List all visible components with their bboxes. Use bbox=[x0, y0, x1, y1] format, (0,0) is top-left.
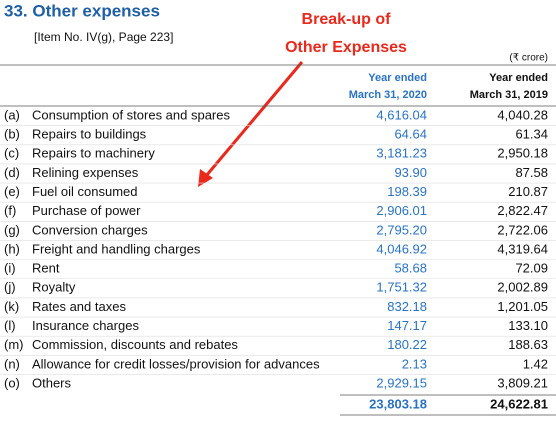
row-letter: (i) bbox=[4, 261, 16, 276]
value-2020: 93.90 bbox=[394, 165, 427, 180]
value-2019: 4,040.28 bbox=[497, 107, 548, 122]
title: 33. Other expenses bbox=[4, 1, 160, 20]
row-letter: (l) bbox=[4, 318, 16, 333]
value-2020: 832.18 bbox=[387, 299, 427, 314]
row-letter: (f) bbox=[4, 203, 16, 218]
arrow-head bbox=[198, 169, 213, 187]
row-label: Fuel oil consumed bbox=[32, 184, 138, 199]
row-label: Allowance for credit losses/provision fo… bbox=[32, 356, 320, 371]
arrow bbox=[204, 61, 304, 177]
value-2020: 1,751.32 bbox=[376, 280, 427, 295]
row-letter: (a) bbox=[4, 107, 20, 122]
row-letter: (d) bbox=[4, 165, 20, 180]
value-2020: 4,046.92 bbox=[376, 241, 427, 256]
row-letter: (h) bbox=[4, 241, 20, 256]
value-2019: 3,809.21 bbox=[497, 375, 548, 390]
value-2020: 2,906.01 bbox=[376, 203, 427, 218]
column-header: Year ended bbox=[489, 72, 548, 84]
row-label: Conversion charges bbox=[32, 222, 148, 237]
row-letter: (g) bbox=[4, 222, 20, 237]
value-2020: 2,929.15 bbox=[376, 375, 427, 390]
annotation: Other Expenses bbox=[285, 39, 407, 56]
total: 24,622.81 bbox=[490, 396, 548, 411]
annotation: Break-up of bbox=[302, 11, 392, 28]
row-letter: (b) bbox=[4, 127, 20, 142]
row-label: Purchase of power bbox=[32, 203, 141, 218]
row-label: Rent bbox=[32, 261, 60, 276]
value-2020: 4,616.04 bbox=[376, 107, 427, 122]
row-label: Repairs to machinery bbox=[32, 146, 155, 161]
row-letter: (n) bbox=[4, 356, 20, 371]
unit: (₹ crore) bbox=[509, 53, 548, 64]
value-2019: 2,950.18 bbox=[497, 146, 548, 161]
value-2019: 210.87 bbox=[508, 184, 548, 199]
row-label: Repairs to buildings bbox=[32, 127, 147, 142]
column-header: March 31, 2020 bbox=[349, 89, 427, 101]
value-2020: 2,795.20 bbox=[376, 222, 427, 237]
value-2019: 4,319.64 bbox=[497, 241, 548, 256]
row-label: Royalty bbox=[32, 280, 76, 295]
column-header: Year ended bbox=[368, 72, 427, 84]
value-2019: 2,002.89 bbox=[497, 280, 548, 295]
total: 23,803.18 bbox=[369, 396, 427, 411]
row-label: Rates and taxes bbox=[32, 299, 126, 314]
value-2019: 61.34 bbox=[515, 127, 548, 142]
row-label: Insurance charges bbox=[32, 318, 139, 333]
value-2019: 188.63 bbox=[508, 337, 548, 352]
value-2019: 2,822.47 bbox=[497, 203, 548, 218]
value-2020: 198.39 bbox=[387, 184, 427, 199]
value-2019: 133.10 bbox=[508, 318, 548, 333]
row-letter: (j) bbox=[4, 280, 16, 295]
row-label: Relining expenses bbox=[32, 165, 139, 180]
row-letter: (o) bbox=[4, 375, 20, 390]
row-letter: (m) bbox=[4, 337, 24, 352]
value-2020: 147.17 bbox=[387, 318, 427, 333]
value-2019: 1,201.05 bbox=[497, 299, 548, 314]
value-2019: 1.42 bbox=[523, 356, 548, 371]
row-letter: (k) bbox=[4, 299, 19, 314]
row-label: Commission, discounts and rebates bbox=[32, 337, 238, 352]
value-2020: 64.64 bbox=[394, 127, 427, 142]
row-letter: (c) bbox=[4, 146, 19, 161]
subtitle: [Item No. IV(g), Page 223] bbox=[34, 30, 173, 44]
value-2020: 58.68 bbox=[394, 261, 427, 276]
value-2019: 2,722.06 bbox=[497, 222, 548, 237]
column-header: March 31, 2019 bbox=[470, 89, 548, 101]
row-letter: (e) bbox=[4, 184, 20, 199]
value-2020: 3,181.23 bbox=[376, 146, 427, 161]
row-label: Others bbox=[32, 375, 72, 390]
value-2020: 180.22 bbox=[387, 337, 427, 352]
value-2019: 87.58 bbox=[515, 165, 548, 180]
value-2019: 72.09 bbox=[515, 261, 548, 276]
row-label: Freight and handling charges bbox=[32, 241, 201, 256]
row-label: Consumption of stores and spares bbox=[32, 107, 230, 122]
value-2020: 2.13 bbox=[402, 356, 427, 371]
